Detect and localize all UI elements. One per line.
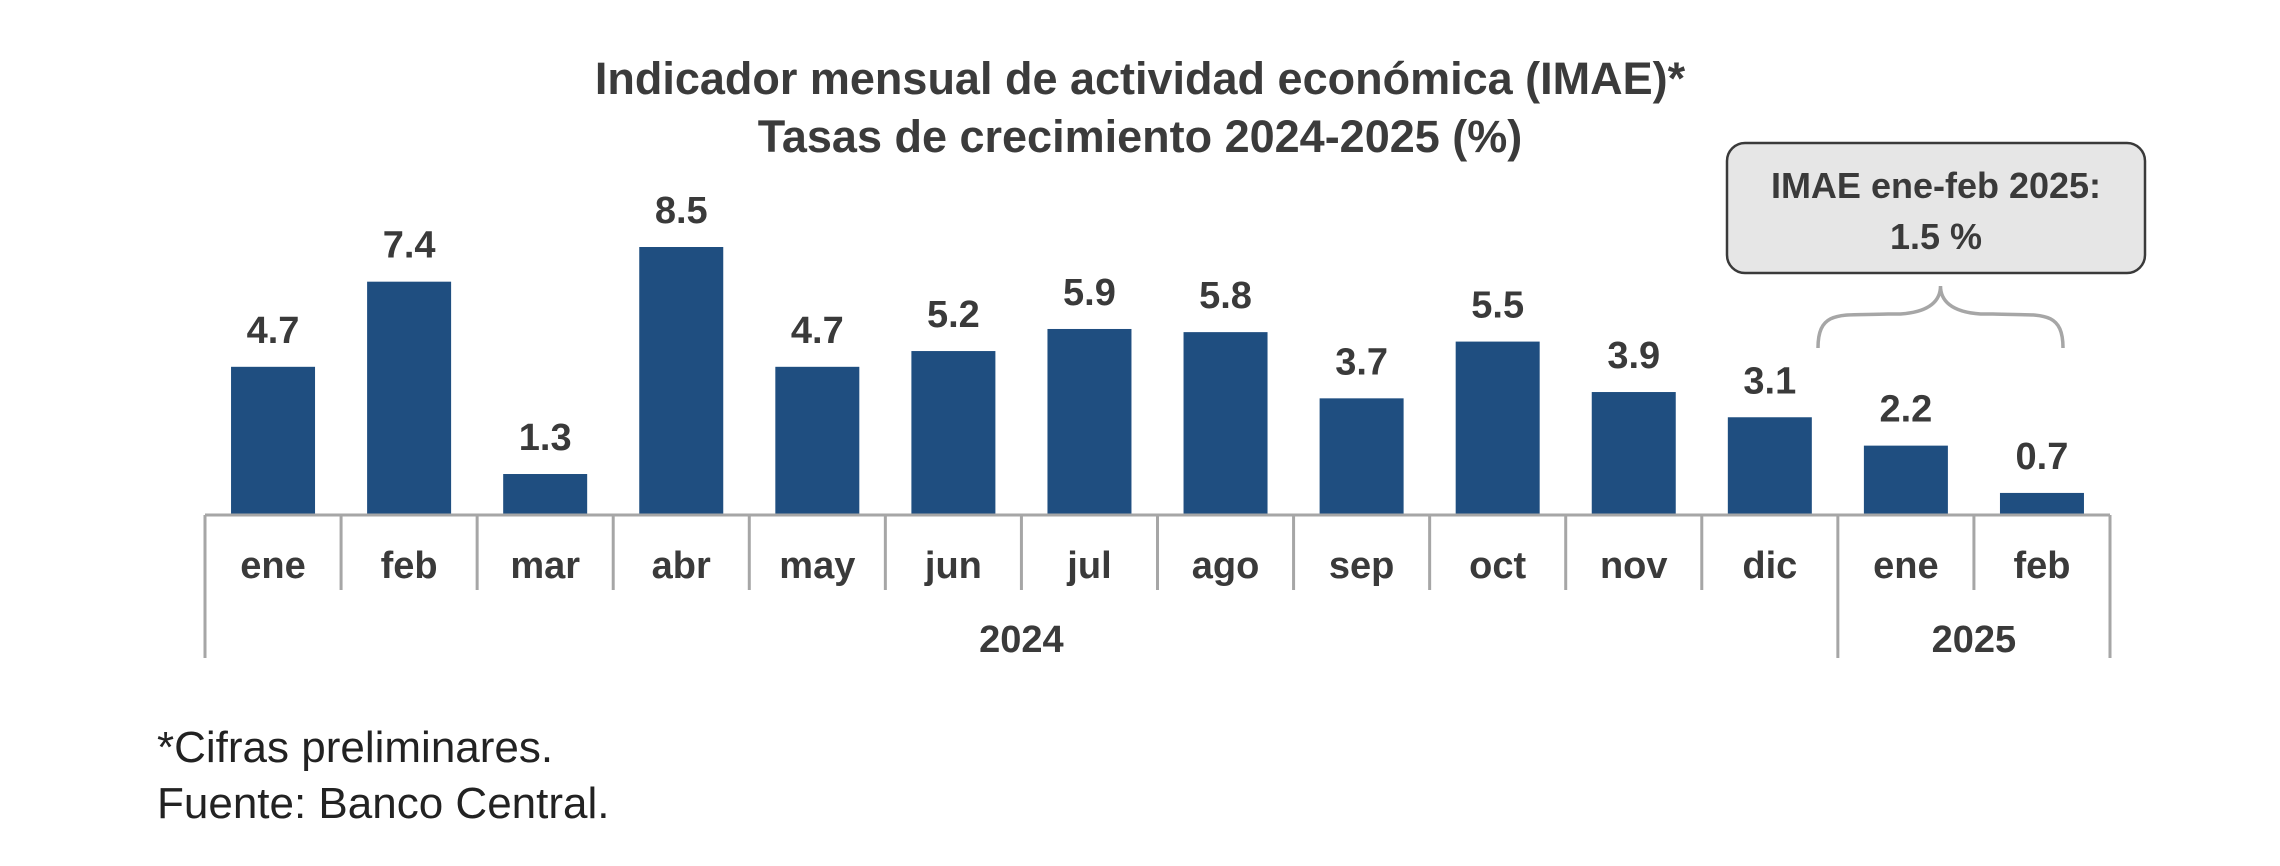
data-label-12: 3.1 (1743, 360, 1796, 402)
category-label-1: ene (240, 545, 305, 587)
callout-line-1: IMAE ene-feb 2025: (1771, 165, 2101, 206)
bar-1 (231, 366, 316, 515)
category-label-8: ago (1192, 545, 1260, 587)
bar-12 (1727, 417, 1812, 515)
data-label-10: 5.5 (1471, 285, 1524, 327)
year-label-2024: 2024 (979, 619, 1064, 661)
bar-9 (1319, 398, 1404, 515)
bar-13 (1863, 445, 1948, 515)
data-label-7: 5.9 (1063, 272, 1116, 314)
bar-5 (775, 366, 860, 515)
category-label-12: dic (1742, 545, 1797, 587)
data-label-6: 5.2 (927, 294, 980, 336)
callout-brace (1816, 285, 2065, 349)
category-label-6: jun (924, 545, 982, 587)
data-label-9: 3.7 (1335, 341, 1388, 383)
data-label-1: 4.7 (247, 310, 300, 352)
chart-subtitle: Tasas de crecimiento 2024-2025 (%) (757, 111, 1523, 162)
bar-14 (1999, 492, 2084, 515)
footnote-preliminary: *Cifras preliminares. (157, 723, 554, 772)
callout-line-2: 1.5 % (1890, 216, 1982, 257)
bar-2 (367, 281, 452, 515)
data-label-13: 2.2 (1879, 389, 1932, 431)
data-label-4: 8.5 (655, 190, 708, 232)
data-label-11: 3.9 (1607, 335, 1660, 377)
data-label-8: 5.8 (1199, 275, 1252, 317)
data-label-5: 4.7 (791, 310, 844, 352)
bar-4 (639, 247, 724, 515)
category-label-4: abr (652, 545, 711, 587)
bar-11 (1591, 392, 1676, 515)
category-label-9: sep (1329, 545, 1394, 587)
chart-title: Indicador mensual de actividad económica… (594, 53, 1686, 104)
bar-10 (1455, 341, 1540, 515)
footnote-source: Fuente: Banco Central. (157, 779, 610, 828)
year-label-2025: 2025 (1932, 619, 2017, 661)
category-label-13: ene (1873, 545, 1938, 587)
callout-box (1725, 141, 2147, 275)
bar-8 (1183, 332, 1268, 515)
category-label-7: jul (1066, 545, 1111, 587)
category-label-11: nov (1600, 545, 1668, 587)
category-label-2: feb (381, 545, 438, 587)
category-label-5: may (779, 545, 855, 587)
data-label-2: 7.4 (383, 225, 436, 267)
bar-7 (1047, 328, 1132, 515)
data-label-14: 0.7 (2016, 436, 2069, 478)
bar-3 (503, 474, 588, 515)
bar-6 (911, 351, 996, 515)
category-label-10: oct (1469, 545, 1526, 587)
category-label-14: feb (2013, 545, 2070, 587)
footnotes: *Cifras preliminares. Fuente: Banco Cent… (157, 720, 609, 832)
chart-title-block: Indicador mensual de actividad económica… (0, 50, 2280, 166)
category-label-3: mar (510, 545, 580, 587)
data-label-3: 1.3 (519, 417, 572, 459)
